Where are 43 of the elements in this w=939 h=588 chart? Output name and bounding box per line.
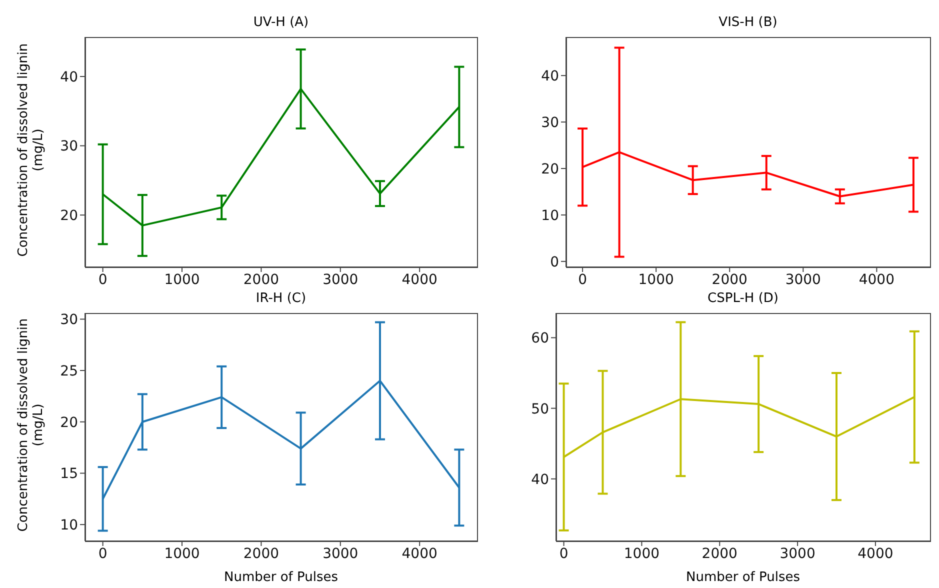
y-axis-title: Concentration of dissolved lignin (mg/L): [16, 317, 46, 534]
x-tick-label: 4000: [858, 546, 894, 562]
chart-title: UV-H (A): [252, 15, 310, 30]
x-tick-label: 0: [98, 272, 108, 288]
x-tick-label: 3000: [322, 272, 358, 288]
x-tick-label: 3000: [780, 546, 816, 562]
y-tick-label: 40: [60, 69, 78, 86]
y-tick-label: 25: [60, 363, 78, 380]
y-tick-label: 40: [541, 68, 559, 85]
y-tick-label: 10: [541, 208, 559, 224]
x-tick-label: 2000: [702, 546, 738, 562]
y-tick-label: 30: [541, 115, 559, 131]
chart-title: VIS-H (B): [718, 15, 778, 30]
x-tick-label: 2000: [243, 546, 280, 562]
x-tick-label: 2000: [243, 272, 280, 288]
x-tick-label: 4000: [858, 272, 895, 288]
y-tick-label: 30: [60, 312, 78, 328]
x-tick-label: 3000: [785, 272, 821, 288]
x-tick-label: 3000: [322, 546, 358, 562]
chart-title: CSPL-H (D): [706, 291, 780, 306]
y-tick-label: 0: [550, 254, 559, 270]
y-axis-title: Concentration of dissolved lignin (mg/L): [16, 42, 46, 259]
y-tick-label: 50: [531, 401, 549, 418]
x-tick-label: 1000: [624, 546, 660, 562]
x-tick-label: 2000: [712, 272, 748, 288]
y-tick-label: 40: [531, 472, 549, 488]
y-tick-label: 60: [531, 330, 549, 347]
y-tick-label: 20: [60, 208, 78, 224]
x-tick-label: 4000: [402, 546, 438, 562]
x-tick-label: 1000: [164, 272, 200, 288]
x-tick-label: 0: [578, 272, 588, 288]
y-tick-label: 20: [541, 161, 559, 178]
y-tick-label: 20: [60, 414, 78, 431]
y-tick-label: 30: [60, 138, 78, 155]
y-tick-label: 15: [60, 466, 78, 482]
chart-title: IR-H (C): [254, 291, 308, 306]
x-axis-title: Number of Pulses: [222, 570, 340, 585]
y-tick-label: 10: [60, 518, 78, 534]
x-tick-label: 4000: [402, 272, 438, 288]
x-tick-label: 1000: [638, 272, 674, 288]
x-tick-label: 0: [98, 546, 108, 562]
x-axis-title: Number of Pulses: [684, 570, 802, 585]
x-tick-label: 1000: [164, 546, 200, 562]
